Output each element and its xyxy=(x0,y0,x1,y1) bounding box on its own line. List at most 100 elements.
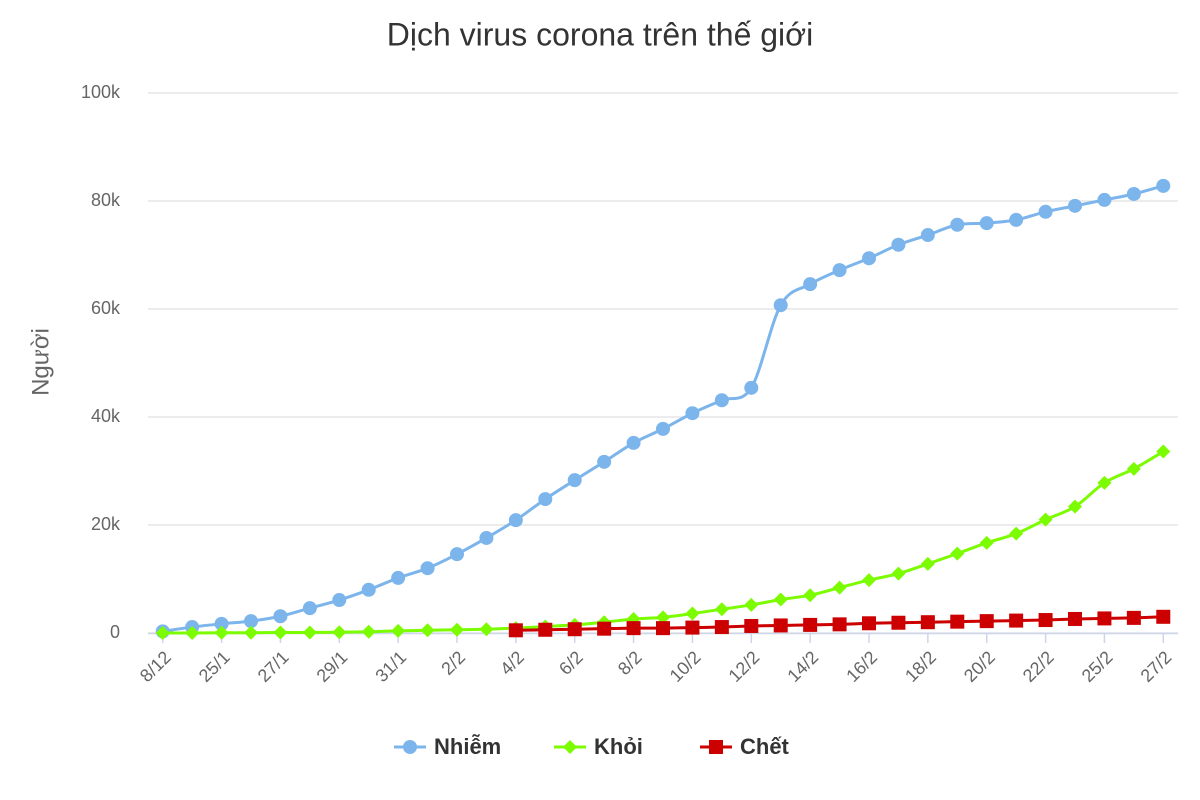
y-axis-label: Người xyxy=(27,328,54,396)
data-point xyxy=(920,556,935,571)
data-point xyxy=(626,621,641,636)
data-point xyxy=(244,625,258,640)
data-point xyxy=(361,582,376,597)
x-tick-label: 14/2 xyxy=(783,647,822,686)
data-point xyxy=(508,513,523,528)
data-point xyxy=(1156,444,1171,459)
data-point xyxy=(420,561,435,576)
data-point xyxy=(1038,613,1053,628)
data-point xyxy=(508,623,523,638)
series-line xyxy=(162,184,1164,633)
data-point xyxy=(332,593,347,608)
data-point xyxy=(773,298,788,313)
data-point xyxy=(214,625,229,640)
x-tick-label: 20/2 xyxy=(960,647,999,686)
data-point xyxy=(273,609,288,624)
x-tick-label: 16/2 xyxy=(842,647,881,686)
data-point xyxy=(1126,610,1141,625)
data-point xyxy=(920,615,935,630)
data-point xyxy=(832,617,847,632)
data-point xyxy=(1068,198,1082,213)
data-point xyxy=(361,624,376,639)
x-tick-label: 22/2 xyxy=(1019,647,1058,686)
data-point xyxy=(273,625,288,640)
data-point xyxy=(714,602,729,617)
data-point xyxy=(862,573,876,588)
y-tick-label: 80k xyxy=(91,190,121,210)
data-point xyxy=(714,620,729,635)
data-point xyxy=(656,621,670,636)
x-tick-label: 27/2 xyxy=(1137,647,1176,686)
data-point xyxy=(479,530,494,545)
data-point xyxy=(803,277,818,292)
x-tick-label: 25/2 xyxy=(1078,647,1117,686)
x-tick-label: 12/2 xyxy=(725,647,764,686)
data-point xyxy=(920,228,935,243)
data-point xyxy=(891,566,906,581)
legend-label: Chết xyxy=(740,734,790,759)
data-point xyxy=(979,535,994,550)
data-point xyxy=(567,622,582,637)
data-point xyxy=(979,216,994,231)
data-point xyxy=(597,454,612,469)
data-point xyxy=(1068,611,1082,626)
y-tick-label: 60k xyxy=(91,298,121,318)
data-point xyxy=(155,626,170,640)
data-point xyxy=(538,492,553,507)
data-point xyxy=(1097,475,1112,490)
data-point xyxy=(832,580,847,595)
data-point xyxy=(1068,499,1082,514)
data-point xyxy=(420,623,435,638)
data-point xyxy=(597,621,612,636)
data-point xyxy=(891,615,906,630)
x-tick-label: 10/2 xyxy=(666,647,705,686)
data-point xyxy=(302,625,317,640)
data-point xyxy=(1126,186,1141,201)
x-tick-label: 27/1 xyxy=(254,647,293,686)
data-point xyxy=(538,622,553,637)
data-point xyxy=(773,592,788,607)
data-point xyxy=(714,393,729,408)
x-tick-label: 4/2 xyxy=(496,647,528,679)
data-point xyxy=(567,473,582,488)
y-tick-label: 40k xyxy=(91,406,121,426)
data-point xyxy=(1009,613,1024,628)
chart-title: Dịch virus corona trên thế giới xyxy=(387,16,814,52)
y-tick-label: 0 xyxy=(110,622,120,642)
data-point xyxy=(1009,526,1024,541)
data-point xyxy=(450,622,464,637)
data-point xyxy=(950,217,965,232)
data-point xyxy=(950,614,965,629)
data-point xyxy=(832,263,847,278)
data-point xyxy=(391,623,406,638)
legend-label: Khỏi xyxy=(594,734,643,759)
x-tick-label: 18/2 xyxy=(901,647,940,686)
data-point xyxy=(773,618,788,633)
data-point xyxy=(862,616,876,631)
data-point xyxy=(1156,178,1171,193)
data-point xyxy=(1126,461,1141,476)
data-point xyxy=(244,614,258,629)
data-point xyxy=(1156,609,1171,624)
x-tick-label: 8/2 xyxy=(614,647,646,679)
data-point xyxy=(862,251,876,266)
data-point xyxy=(391,570,406,585)
data-point xyxy=(891,237,906,252)
data-point xyxy=(1097,611,1112,626)
data-point xyxy=(685,406,700,421)
x-tick-label: 8/12 xyxy=(136,647,175,686)
data-point xyxy=(803,588,818,603)
legend-label: Nhiễm xyxy=(434,734,501,759)
data-point xyxy=(803,617,818,632)
x-tick-label: 2/2 xyxy=(437,647,469,679)
y-tick-label: 20k xyxy=(91,514,121,534)
data-point xyxy=(656,610,670,625)
data-point xyxy=(744,597,759,612)
data-point xyxy=(1009,212,1024,227)
legend-marker xyxy=(403,740,417,754)
data-point xyxy=(185,626,200,640)
legend-marker xyxy=(709,740,723,754)
data-point xyxy=(214,616,229,631)
data-point xyxy=(744,618,759,633)
